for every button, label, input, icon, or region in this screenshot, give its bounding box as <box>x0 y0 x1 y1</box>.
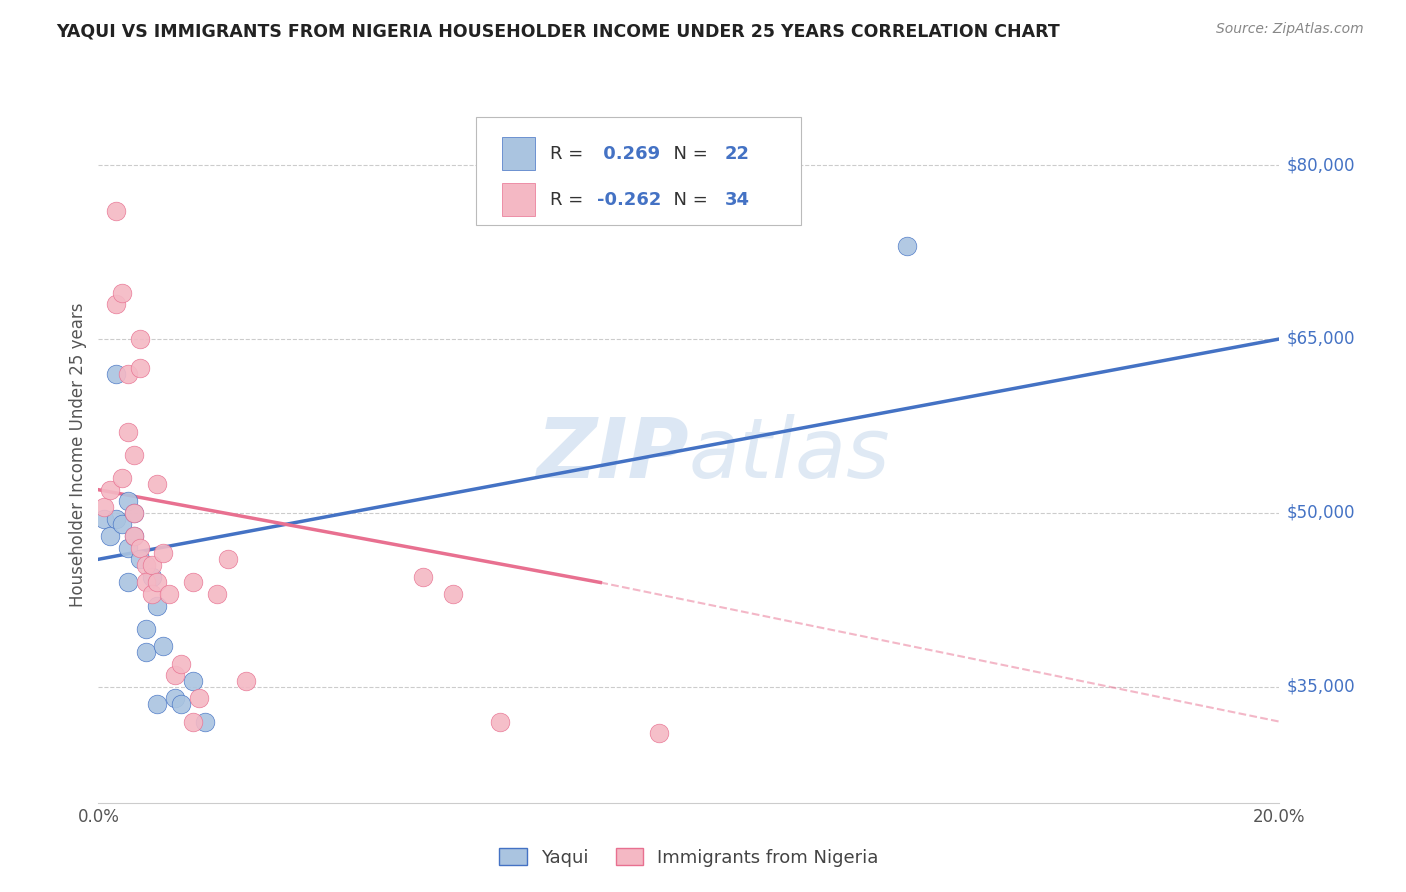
Text: ZIP: ZIP <box>536 415 689 495</box>
Point <box>135 575 157 590</box>
Point <box>122 529 145 543</box>
Point <box>217 552 239 566</box>
FancyBboxPatch shape <box>502 183 536 216</box>
Point <box>128 541 150 555</box>
Point <box>441 587 464 601</box>
Point <box>93 511 115 525</box>
Point <box>896 239 918 253</box>
Point <box>181 714 204 729</box>
Point <box>141 570 163 584</box>
Point <box>128 361 150 376</box>
Point <box>122 506 145 520</box>
Point <box>111 517 134 532</box>
Point <box>157 587 180 601</box>
Point <box>146 575 169 590</box>
Text: 22: 22 <box>724 145 749 162</box>
Point <box>152 546 174 561</box>
Text: N =: N = <box>662 145 713 162</box>
Text: R =: R = <box>550 191 589 209</box>
Point <box>135 645 157 659</box>
Text: YAQUI VS IMMIGRANTS FROM NIGERIA HOUSEHOLDER INCOME UNDER 25 YEARS CORRELATION C: YAQUI VS IMMIGRANTS FROM NIGERIA HOUSEHO… <box>56 22 1060 40</box>
Text: $35,000: $35,000 <box>1286 678 1355 696</box>
Point <box>187 691 209 706</box>
Point <box>105 511 128 525</box>
Point <box>648 726 671 740</box>
Point <box>170 657 193 671</box>
Point <box>111 471 134 485</box>
Point <box>235 674 257 689</box>
Point <box>135 622 157 636</box>
Point <box>165 691 187 706</box>
Point <box>489 714 512 729</box>
Text: $50,000: $50,000 <box>1286 504 1355 522</box>
Point <box>152 639 174 653</box>
Text: atlas: atlas <box>689 415 890 495</box>
Text: 34: 34 <box>724 191 749 209</box>
Point <box>141 587 163 601</box>
Point <box>128 552 150 566</box>
Point <box>181 674 204 689</box>
Text: $65,000: $65,000 <box>1286 330 1355 348</box>
Point <box>98 483 121 497</box>
Point <box>117 575 139 590</box>
Point <box>111 285 134 300</box>
Point <box>122 448 145 462</box>
Point <box>205 587 228 601</box>
Point <box>135 558 157 573</box>
Point <box>117 367 139 381</box>
Text: 0.269: 0.269 <box>596 145 659 162</box>
Point <box>194 714 217 729</box>
FancyBboxPatch shape <box>502 137 536 170</box>
Text: $80,000: $80,000 <box>1286 156 1355 174</box>
Point <box>181 575 204 590</box>
Text: -0.262: -0.262 <box>596 191 661 209</box>
Point <box>170 698 193 712</box>
Point <box>165 668 187 682</box>
Point <box>117 425 139 439</box>
Point <box>146 599 169 613</box>
Point <box>93 500 115 514</box>
Point <box>117 541 139 555</box>
Point <box>122 529 145 543</box>
Point <box>105 297 128 311</box>
Point <box>128 332 150 346</box>
FancyBboxPatch shape <box>477 118 801 226</box>
Y-axis label: Householder Income Under 25 years: Householder Income Under 25 years <box>69 302 87 607</box>
Legend: Yaqui, Immigrants from Nigeria: Yaqui, Immigrants from Nigeria <box>492 840 886 874</box>
Point <box>105 367 128 381</box>
Text: Source: ZipAtlas.com: Source: ZipAtlas.com <box>1216 22 1364 37</box>
Point <box>117 494 139 508</box>
Point <box>146 476 169 491</box>
Text: R =: R = <box>550 145 589 162</box>
Point <box>141 558 163 573</box>
Text: N =: N = <box>662 191 713 209</box>
Point <box>122 506 145 520</box>
Point <box>146 698 169 712</box>
Point <box>412 570 434 584</box>
Point <box>105 204 128 219</box>
Point <box>98 529 121 543</box>
